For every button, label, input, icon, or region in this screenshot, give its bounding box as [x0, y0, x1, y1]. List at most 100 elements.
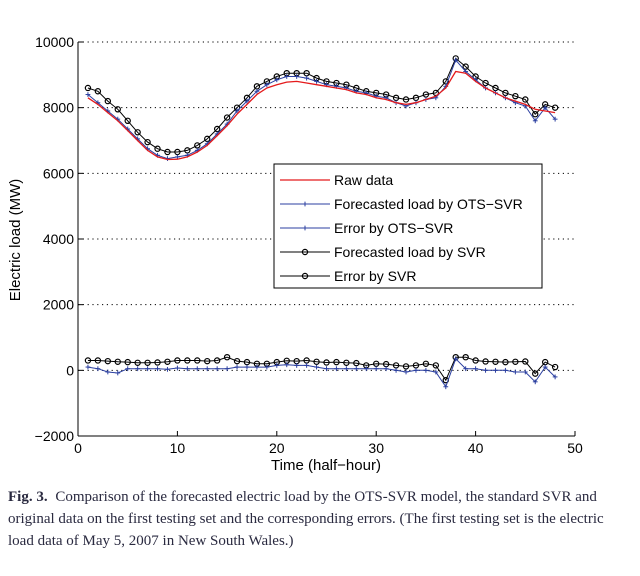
data-point — [373, 366, 379, 372]
data-point — [432, 362, 440, 369]
series-line — [87, 70, 556, 161]
data-point — [333, 358, 340, 366]
data-point — [542, 105, 548, 111]
data-point — [493, 367, 498, 373]
legend-items: Raw data Forecasted load by OTS−SVR Error … — [280, 172, 523, 284]
data-point — [294, 363, 300, 368]
data-point — [483, 367, 488, 373]
data-point — [155, 366, 160, 372]
legend-label: Error by OTS−SVR — [334, 220, 453, 236]
data-point — [194, 366, 200, 372]
data-point — [134, 359, 141, 366]
data-point — [512, 358, 519, 365]
data-point — [284, 74, 290, 79]
data-point — [145, 366, 150, 372]
legend-box — [273, 163, 543, 289]
data-point — [105, 369, 111, 375]
data-point — [522, 369, 528, 375]
data-point — [532, 118, 538, 124]
data-point — [413, 367, 419, 373]
chart-figure: −2000 0 2000 4000 6000 8000 10000 0 10 20 30 40 50 T… — [7, 34, 583, 474]
data-point — [353, 359, 360, 367]
data-point — [363, 366, 369, 372]
data-point — [175, 365, 180, 371]
data-point — [403, 369, 409, 375]
data-point — [104, 97, 112, 105]
data-point — [134, 129, 141, 136]
y-tick-label: −2000 — [35, 428, 75, 444]
figure-caption: Fig. 3. Comparison of the forecasted ele… — [8, 486, 628, 552]
data-point — [383, 366, 389, 372]
data-point — [94, 88, 102, 95]
series-line — [87, 356, 556, 382]
data-point — [353, 366, 359, 372]
series-3 — [84, 55, 559, 156]
data-point — [233, 357, 241, 365]
data-point — [433, 369, 439, 375]
series-line — [87, 59, 556, 160]
x-tick-label: 10 — [170, 440, 186, 456]
series-1 — [85, 57, 558, 161]
y-tick-label: 4000 — [43, 231, 74, 247]
data-point — [472, 357, 479, 364]
x-tick-label: 20 — [269, 440, 285, 456]
series-2 — [85, 356, 558, 390]
data-point — [532, 370, 539, 377]
data-point — [94, 357, 102, 364]
data-point — [244, 98, 250, 104]
data-point — [284, 362, 290, 368]
data-point — [294, 74, 300, 79]
data-point — [184, 366, 190, 372]
data-point — [314, 364, 319, 370]
data-point — [343, 366, 349, 372]
x-tick-label: 50 — [567, 440, 583, 456]
data-point — [135, 366, 141, 372]
data-point — [85, 92, 91, 97]
data-point — [393, 367, 399, 373]
data-point — [522, 358, 529, 365]
data-point — [264, 82, 270, 88]
data-point — [204, 366, 210, 372]
x-axis-title: Time (half−hour) — [271, 457, 381, 474]
data-point — [114, 358, 121, 365]
data-point — [423, 367, 429, 373]
legend: Raw data Forecasted load by OTS−SVR Error … — [273, 163, 543, 289]
data-point — [274, 77, 280, 83]
data-point — [144, 138, 151, 146]
data-point — [154, 359, 161, 366]
data-point — [154, 145, 161, 152]
data-point — [223, 354, 231, 361]
data-point — [174, 357, 181, 364]
data-point — [224, 366, 230, 372]
data-point — [402, 363, 410, 370]
y-axis-title: Electric load (MW) — [7, 179, 24, 302]
data-point — [254, 364, 260, 370]
data-point — [522, 96, 529, 103]
data-point — [402, 96, 410, 103]
series-lines — [84, 55, 559, 390]
data-point — [184, 357, 191, 364]
data-point — [453, 356, 459, 362]
series-0 — [87, 70, 556, 161]
data-point — [104, 357, 112, 365]
data-point — [532, 111, 539, 118]
y-tick-label: 6000 — [43, 165, 74, 181]
data-point — [304, 75, 310, 81]
data-point — [551, 363, 559, 371]
legend-marker — [302, 201, 308, 207]
data-point — [125, 366, 131, 372]
data-point — [213, 357, 221, 364]
legend-marker — [301, 272, 309, 280]
data-point — [85, 364, 91, 370]
data-point — [223, 114, 231, 121]
data-point — [552, 374, 558, 380]
data-point — [204, 357, 211, 365]
data-point — [422, 360, 430, 367]
data-point — [164, 148, 171, 156]
data-point — [164, 358, 171, 365]
data-point — [144, 359, 151, 366]
data-point — [254, 88, 260, 94]
data-point — [492, 358, 499, 365]
data-point — [463, 366, 469, 372]
